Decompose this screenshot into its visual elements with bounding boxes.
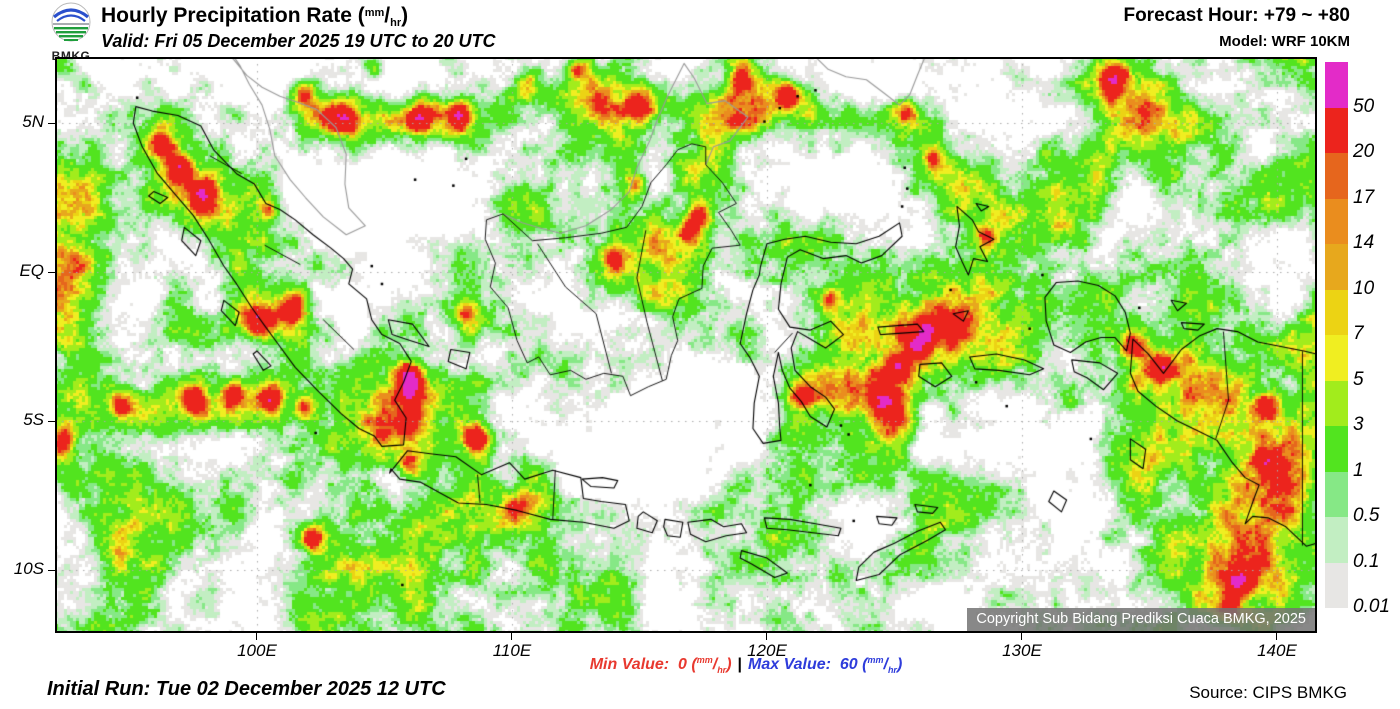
- legend-value-label: 5: [1353, 368, 1364, 390]
- y-axis-tick: [48, 420, 55, 422]
- legend-value-label: 0.5: [1353, 505, 1380, 526]
- forecast-hour-label: Forecast Hour: +79 ~ +80: [1123, 5, 1350, 26]
- legend-value-label: 10: [1353, 277, 1375, 299]
- legend-segment: [1325, 153, 1348, 199]
- x-axis-tick: [766, 633, 768, 640]
- min-value-label: Min Value: 0 (mm/hr): [589, 655, 732, 675]
- bmkg-logo-icon: [51, 2, 91, 42]
- y-axis-tick: [48, 122, 55, 124]
- precipitation-field-canvas: [55, 57, 1317, 633]
- minmax-line: Min Value: 0 (mm/hr) | Max Value: 60 (mm/h…: [90, 655, 1400, 675]
- legend-value-label: 1: [1353, 459, 1364, 481]
- max-value-label: Max Value: 60 (mm/hr): [748, 655, 903, 675]
- min-value: 0: [678, 656, 687, 673]
- legend-value-label: 3: [1353, 414, 1364, 435]
- legend-segment: [1325, 517, 1348, 563]
- legend-segment: [1325, 335, 1348, 381]
- legend-segment: [1325, 562, 1348, 608]
- y-axis-label: 10S: [13, 559, 44, 578]
- max-value: 60: [839, 656, 858, 673]
- valid-time-line: Valid: Fri 05 December 2025 19 UTC to 20…: [101, 31, 496, 51]
- legend-segment: [1325, 62, 1348, 108]
- legend-value-label: 0.1: [1353, 550, 1380, 572]
- legend-value-label: 14: [1353, 232, 1375, 253]
- legend-segment: [1325, 107, 1348, 153]
- title-unit: (mm/hr): [357, 4, 409, 29]
- x-axis-label: 130E: [1002, 641, 1042, 660]
- y-axis-label: EQ: [19, 261, 44, 280]
- legend-segment: [1325, 426, 1348, 472]
- legend-value-label: 50: [1353, 95, 1375, 117]
- legend-value-label: 20: [1353, 141, 1375, 162]
- page-title: Hourly Precipitation Rate (mm/hr): [101, 4, 409, 29]
- x-axis-label: 120E: [747, 641, 787, 660]
- x-axis-label: 140E: [1257, 641, 1297, 660]
- legend-segment: [1325, 289, 1348, 335]
- legend-value-label: 0.01: [1353, 596, 1390, 617]
- x-axis-label: 100E: [237, 641, 277, 660]
- source-label: Source: CIPS BMKG: [1189, 683, 1347, 702]
- y-axis-tick: [48, 271, 55, 273]
- x-axis-tick: [511, 633, 513, 640]
- y-axis-label: 5N: [22, 112, 44, 131]
- legend-colorbar: [1325, 62, 1348, 608]
- legend-segment: [1325, 380, 1348, 426]
- legend-value-label: 17: [1353, 186, 1375, 208]
- x-axis-tick: [1276, 633, 1278, 640]
- copyright-watermark: Copyright Sub Bidang Prediksi Cuaca BMKG…: [967, 608, 1315, 631]
- x-axis-tick: [256, 633, 258, 640]
- minmax-separator: |: [737, 656, 742, 673]
- x-axis-tick: [1021, 633, 1023, 640]
- legend-segment: [1325, 471, 1348, 517]
- y-axis-label: 5S: [23, 410, 44, 429]
- x-axis-label: 110E: [492, 641, 532, 660]
- map-area: Copyright Sub Bidang Prediksi Cuaca BMKG…: [55, 57, 1317, 633]
- model-label: Model: WRF 10KM: [1219, 33, 1350, 50]
- bmkg-logo: BMKG: [44, 1, 98, 63]
- legend-segment: [1325, 244, 1348, 290]
- y-axis-tick: [48, 569, 55, 571]
- legend-value-label: 7: [1353, 323, 1364, 344]
- legend-segment: [1325, 198, 1348, 244]
- initial-run-label: Initial Run: Tue 02 December 2025 12 UTC: [47, 678, 446, 700]
